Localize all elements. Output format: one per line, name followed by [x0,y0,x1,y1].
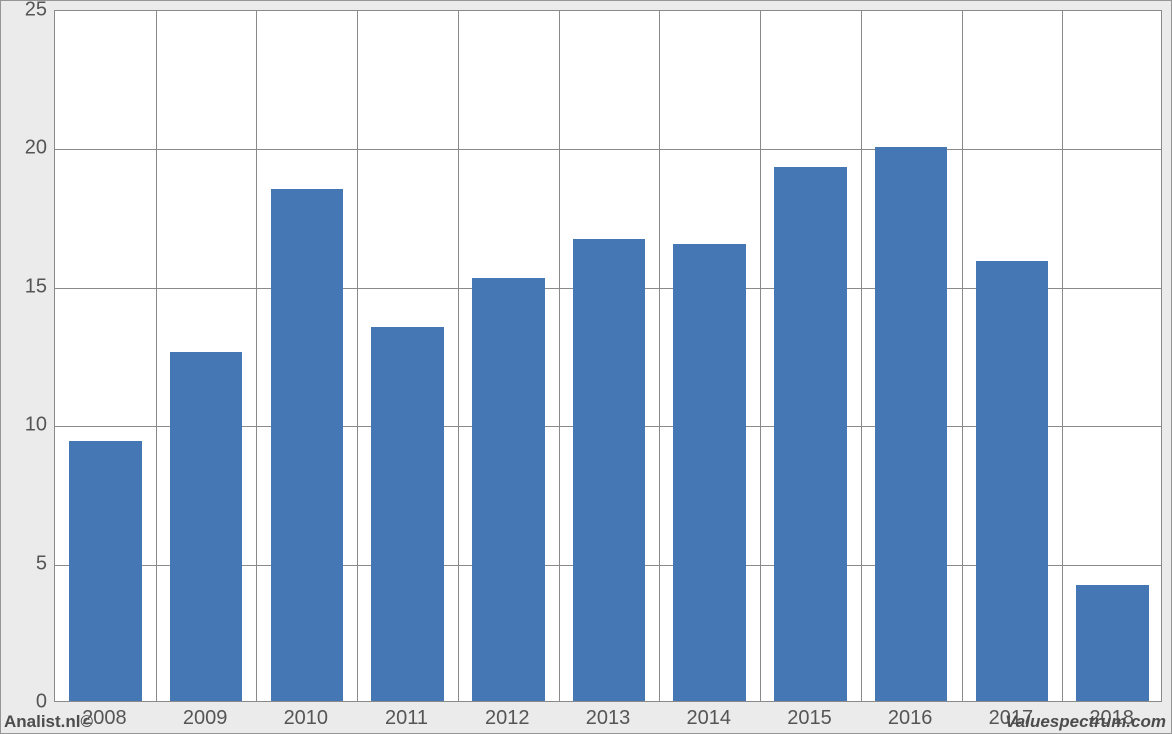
bar [170,352,243,701]
x-tick-label: 2014 [686,707,731,730]
gridline-v [861,11,862,701]
gridline-v [559,11,560,701]
bar [573,239,646,701]
gridline-v [357,11,358,701]
bar [875,147,948,701]
bar [673,244,746,701]
bar [69,441,142,701]
x-tick-label: 2009 [183,707,228,730]
gridline-v [458,11,459,701]
gridline-v [760,11,761,701]
bar [1076,585,1149,701]
x-tick-label: 2016 [888,707,933,730]
x-tick-label: 2010 [284,707,329,730]
gridline-v [1062,11,1063,701]
gridline-v [156,11,157,701]
x-tick-label: 2015 [787,707,832,730]
gridline-v [962,11,963,701]
chart-container: 0510152025 20082009201020112012201320142… [0,0,1172,734]
y-tick-label: 10 [7,414,47,437]
bar [472,278,545,702]
x-tick-label: 2011 [385,707,428,730]
x-tick-label: 2013 [586,707,631,730]
bar [774,167,847,701]
y-tick-label: 25 [7,0,47,22]
gridline-v [659,11,660,701]
footer-right-label: Valuespectrum.com [1005,712,1166,732]
y-tick-label: 0 [7,691,47,714]
footer-left-label: Analist.nl© [4,712,93,732]
y-tick-label: 20 [7,137,47,160]
gridline-h [55,149,1161,150]
plot-area [54,10,1162,702]
y-tick-label: 15 [7,275,47,298]
y-tick-label: 5 [7,552,47,575]
x-tick-label: 2012 [485,707,530,730]
gridline-v [256,11,257,701]
bar [371,327,444,701]
bar [271,189,344,701]
bar [976,261,1049,701]
